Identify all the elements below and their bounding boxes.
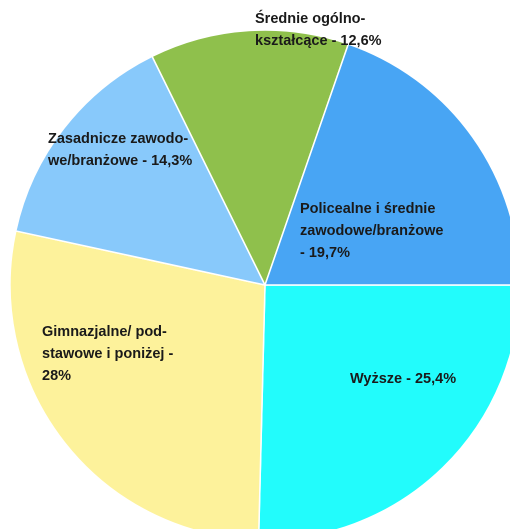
label-line: zawodowe/branżowe <box>300 223 443 239</box>
label-line: Wyższe - <box>350 371 411 387</box>
label-line: stawowe i poniżej - <box>42 346 173 362</box>
slice-label: Gimnazjalne/ pod-stawowe i poniżej - 28% <box>42 324 173 384</box>
pie-slice <box>263 43 510 286</box>
slice-label: Średnie ogólno-kształcące -12,6% <box>255 9 382 49</box>
value-label: 19,7% <box>309 245 350 261</box>
value-label: 14,3% <box>151 153 192 169</box>
pie-slice <box>258 284 510 529</box>
label-line: Zasadnicze zawodo- <box>48 131 188 147</box>
slice-label: Wyższe -25,4% <box>350 371 456 387</box>
value-label: 12,6% <box>340 33 381 49</box>
value-label: 25,4% <box>415 371 456 387</box>
label-line: Średnie ogólno- <box>255 9 366 27</box>
pie-slice <box>151 29 350 287</box>
label-line: we/branżowe - <box>47 153 147 169</box>
label-line: kształcące - <box>255 33 337 49</box>
label-line: Policealne i średnie <box>300 201 435 217</box>
pie-slice <box>9 230 266 529</box>
slice-label: Zasadnicze zawodo-we/branżowe -14,3% <box>47 131 192 169</box>
label-line: - <box>300 245 305 261</box>
label-line: Gimnazjalne/ pod- <box>42 324 167 340</box>
slice-label: Policealne i średnie zawodowe/branżowe -19… <box>300 201 443 261</box>
value-label: 28% <box>42 368 71 384</box>
pie-slice <box>14 55 267 287</box>
